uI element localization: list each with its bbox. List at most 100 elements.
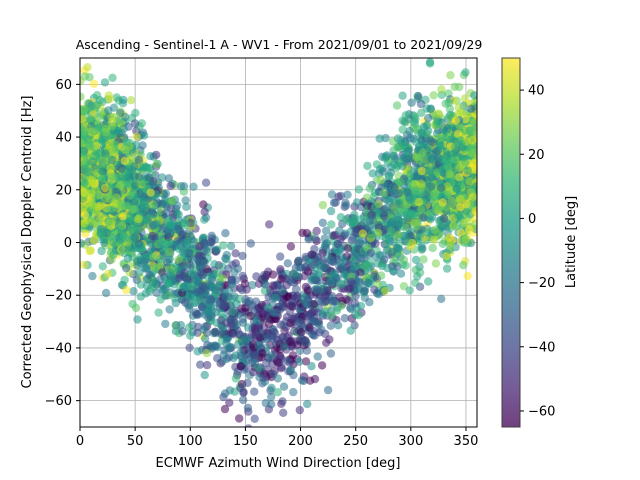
scatter-point bbox=[251, 297, 261, 306]
scatter-point bbox=[163, 258, 172, 267]
scatter-point bbox=[210, 285, 220, 295]
scatter-point bbox=[201, 246, 211, 255]
scatter-point bbox=[254, 341, 263, 351]
scatter-point bbox=[175, 274, 184, 283]
scatter-point bbox=[403, 147, 412, 156]
scatter-point bbox=[425, 144, 434, 153]
scatter-point bbox=[446, 71, 455, 80]
scatter-point bbox=[363, 278, 373, 288]
scatter-point bbox=[80, 115, 87, 124]
scatter-point bbox=[347, 277, 356, 286]
scatter-point bbox=[97, 246, 106, 256]
scatter-point bbox=[397, 138, 407, 147]
scatter-point bbox=[282, 312, 292, 322]
scatter-point bbox=[202, 349, 212, 358]
x-tick-label: 100 bbox=[178, 434, 203, 449]
scatter-point bbox=[414, 92, 423, 101]
scatter-point bbox=[375, 165, 385, 174]
scatter-point bbox=[80, 156, 87, 165]
scatter-point bbox=[181, 219, 190, 228]
scatter-point bbox=[88, 157, 98, 166]
scatter-point bbox=[221, 229, 230, 238]
x-tick-label: 150 bbox=[233, 434, 258, 449]
scatter-point bbox=[430, 225, 439, 235]
scatter-point bbox=[441, 99, 450, 108]
scatter-point bbox=[251, 329, 261, 339]
scatter-point bbox=[182, 202, 191, 211]
scatter-point bbox=[260, 286, 270, 296]
scatter-point bbox=[221, 293, 230, 302]
scatter-point bbox=[245, 296, 254, 306]
scatter-point bbox=[121, 201, 131, 210]
scatter-point bbox=[366, 248, 375, 257]
scatter-point bbox=[438, 239, 447, 248]
scatter-point bbox=[318, 309, 327, 319]
scatter-point bbox=[273, 388, 282, 397]
scatter-point bbox=[133, 261, 142, 270]
scatter-point bbox=[132, 275, 141, 285]
scatter-point bbox=[254, 279, 264, 288]
scatter-point bbox=[296, 328, 306, 337]
scatter-point bbox=[220, 301, 229, 310]
scatter-point bbox=[231, 249, 240, 258]
scatter-point bbox=[80, 188, 89, 198]
scatter-point bbox=[149, 200, 158, 209]
scatter-point bbox=[345, 284, 354, 293]
scatter-point bbox=[119, 95, 128, 105]
scatter-point bbox=[301, 299, 310, 308]
scatter-point bbox=[146, 188, 155, 197]
scatter-point bbox=[80, 260, 89, 269]
scatter-point bbox=[390, 189, 399, 198]
scatter-point bbox=[213, 354, 222, 363]
scatter-point bbox=[426, 104, 435, 113]
scatter-point bbox=[173, 237, 182, 246]
scatter-point bbox=[468, 127, 477, 136]
scatter-point bbox=[327, 190, 337, 199]
scatter-point bbox=[278, 299, 287, 308]
scatter-point bbox=[231, 322, 240, 331]
scatter-point bbox=[385, 234, 394, 243]
scatter-point bbox=[89, 79, 99, 89]
scatter-point bbox=[429, 138, 438, 147]
scatter-point bbox=[138, 178, 148, 187]
scatter-point bbox=[193, 287, 202, 297]
scatter-point bbox=[164, 238, 174, 247]
scatter-point bbox=[363, 161, 372, 171]
scatter-point bbox=[353, 284, 362, 293]
scatter-point bbox=[394, 220, 403, 229]
scatter-point bbox=[131, 108, 140, 118]
scatter-point bbox=[370, 203, 380, 212]
scatter-point bbox=[327, 220, 336, 229]
scatter-point bbox=[335, 292, 344, 302]
scatter-point bbox=[267, 392, 276, 401]
scatter-point bbox=[179, 248, 188, 257]
scatter-point bbox=[405, 195, 415, 205]
scatter-point bbox=[307, 250, 317, 259]
scatter-point bbox=[327, 311, 336, 320]
scatter-point bbox=[198, 270, 207, 280]
scatter-point bbox=[294, 256, 303, 265]
scatter-point bbox=[365, 258, 375, 267]
scatter-point bbox=[302, 228, 312, 238]
scatter-point bbox=[400, 117, 409, 126]
scatter-point bbox=[465, 177, 474, 186]
scatter-point bbox=[254, 303, 264, 313]
scatter-point bbox=[210, 260, 219, 269]
scatter-point bbox=[118, 212, 128, 221]
scatter-point bbox=[89, 126, 98, 136]
scatter-point bbox=[129, 287, 138, 296]
scatter-point bbox=[240, 279, 250, 288]
scatter-point bbox=[357, 254, 366, 263]
scatter-point bbox=[120, 144, 129, 154]
scatter-point bbox=[141, 201, 150, 210]
scatter-point bbox=[224, 353, 233, 362]
scatter-point bbox=[106, 164, 115, 173]
colorbar bbox=[501, 57, 521, 428]
scatter-point bbox=[120, 156, 129, 166]
scatter-point bbox=[157, 240, 166, 249]
scatter-point bbox=[144, 173, 153, 182]
scatter-point bbox=[440, 214, 449, 223]
scatter-point bbox=[303, 312, 312, 321]
scatter-point bbox=[206, 303, 216, 312]
scatter-point bbox=[451, 116, 460, 126]
